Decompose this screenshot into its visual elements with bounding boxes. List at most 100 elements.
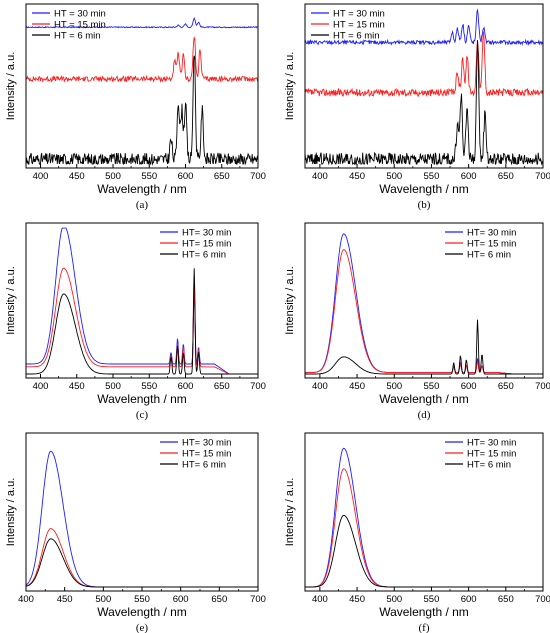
x-tick-label: 650 bbox=[498, 594, 514, 605]
series-line bbox=[305, 468, 543, 588]
x-tick-label: 650 bbox=[214, 171, 230, 182]
x-tick-label: 500 bbox=[386, 594, 402, 605]
series-line bbox=[26, 268, 258, 375]
x-axis-label: Wavelength / nm bbox=[97, 182, 187, 196]
x-tick-label: 400 bbox=[33, 171, 49, 182]
series-line bbox=[304, 31, 544, 98]
y-axis-label: Intensity / a.u. bbox=[5, 266, 17, 334]
legend-label: HT= 15 min bbox=[467, 239, 516, 250]
x-tick-label: 700 bbox=[535, 381, 550, 392]
y-axis-label: Intensity / a.u. bbox=[284, 478, 296, 546]
x-axis-label: Wavelength / nm bbox=[97, 392, 187, 406]
y-axis-label: Intensity / a.u. bbox=[284, 266, 296, 334]
x-tick-label: 450 bbox=[349, 381, 365, 392]
x-tick-label: 400 bbox=[33, 381, 49, 392]
panel-caption: (c) bbox=[136, 409, 149, 421]
legend-label: HT = 15 min bbox=[54, 20, 106, 31]
series-line bbox=[305, 249, 543, 375]
x-tick-label: 650 bbox=[498, 381, 514, 392]
chart-panel: 400 450 500 550 600 650 700 Wavelength / nm Inte… bbox=[5, 222, 266, 421]
x-axis-label: Wavelength / nm bbox=[97, 605, 187, 619]
x-tick-label: 700 bbox=[535, 594, 550, 605]
x-tick-label: 550 bbox=[134, 594, 150, 605]
x-axis-label: Wavelength / nm bbox=[379, 392, 469, 406]
chart-panel: 400 450 500 550 600 650 700 Wavelength / nm Inte… bbox=[5, 3, 266, 211]
panel-caption: (e) bbox=[136, 622, 149, 633]
legend-label: HT= 15 min bbox=[182, 449, 231, 460]
legend-label: HT = 15 min bbox=[333, 20, 385, 31]
series-line bbox=[25, 17, 259, 29]
legend-label: HT= 6 min bbox=[467, 250, 511, 261]
x-tick-label: 600 bbox=[178, 381, 194, 392]
x-axis-label: Wavelength / nm bbox=[379, 182, 469, 196]
panel-caption: (f) bbox=[419, 622, 430, 633]
chart-panel: 400 450 500 550 600 650 700 Wavelength / nm Inte… bbox=[284, 432, 550, 633]
plot-frame bbox=[25, 222, 259, 379]
x-tick-label: 400 bbox=[312, 171, 328, 182]
legend-label: HT = 6 min bbox=[54, 31, 101, 42]
legend-label: HT= 15 min bbox=[467, 449, 516, 460]
x-tick-label: 700 bbox=[535, 171, 550, 182]
x-tick-label: 450 bbox=[57, 594, 73, 605]
y-axis-label: Intensity / a.u. bbox=[284, 52, 296, 120]
series-line bbox=[304, 40, 544, 166]
legend-label: HT= 6 min bbox=[467, 460, 511, 471]
x-tick-label: 500 bbox=[95, 594, 111, 605]
series-line bbox=[25, 528, 258, 588]
x-tick-label: 600 bbox=[461, 171, 477, 182]
x-tick-label: 400 bbox=[312, 594, 328, 605]
x-tick-label: 550 bbox=[424, 594, 440, 605]
x-tick-label: 500 bbox=[386, 171, 402, 182]
legend-label: HT= 30 min bbox=[182, 228, 231, 239]
x-tick-label: 450 bbox=[69, 381, 85, 392]
x-tick-label: 500 bbox=[386, 381, 402, 392]
y-axis-label: Intensity / a.u. bbox=[5, 52, 17, 120]
x-tick-label: 450 bbox=[349, 171, 365, 182]
series-line bbox=[25, 55, 259, 166]
x-tick-label: 600 bbox=[461, 381, 477, 392]
legend-label: HT = 30 min bbox=[333, 9, 385, 20]
panel-caption: (b) bbox=[418, 199, 431, 211]
x-axis-label: Wavelength / nm bbox=[379, 605, 469, 619]
x-tick-label: 400 bbox=[18, 594, 34, 605]
x-tick-label: 650 bbox=[214, 381, 230, 392]
panel-caption: (d) bbox=[418, 409, 431, 421]
x-tick-label: 600 bbox=[178, 171, 194, 182]
x-tick-label: 400 bbox=[312, 381, 328, 392]
legend-label: HT = 30 min bbox=[54, 9, 106, 20]
x-tick-label: 500 bbox=[105, 381, 121, 392]
x-tick-label: 500 bbox=[105, 171, 121, 182]
x-tick-label: 550 bbox=[141, 171, 157, 182]
x-tick-label: 550 bbox=[141, 381, 157, 392]
series-line bbox=[25, 450, 258, 588]
x-tick-label: 550 bbox=[424, 171, 440, 182]
series-line bbox=[305, 319, 543, 375]
panel-caption: (a) bbox=[136, 199, 149, 211]
series-line bbox=[25, 35, 259, 84]
legend-label: HT= 30 min bbox=[467, 228, 516, 239]
plot-frame bbox=[304, 222, 544, 379]
x-tick-label: 450 bbox=[69, 171, 85, 182]
chart-panel: 400 450 500 550 600 650 700 Wavelength / nm Inte… bbox=[284, 3, 550, 211]
legend-label: HT= 30 min bbox=[467, 438, 516, 449]
x-tick-label: 650 bbox=[498, 171, 514, 182]
x-tick-label: 550 bbox=[424, 381, 440, 392]
x-tick-label: 600 bbox=[173, 594, 189, 605]
plot-frame bbox=[304, 432, 544, 592]
chart-panel: 400 450 500 550 600 650 700 Wavelength / nm Inte… bbox=[5, 432, 266, 633]
legend-label: HT= 6 min bbox=[182, 460, 226, 471]
legend-label: HT = 6 min bbox=[333, 31, 380, 42]
legend-label: HT= 6 min bbox=[182, 250, 226, 261]
x-tick-label: 650 bbox=[211, 594, 227, 605]
plot-frame bbox=[25, 3, 259, 169]
x-tick-label: 450 bbox=[349, 594, 365, 605]
series-line bbox=[304, 8, 544, 46]
x-tick-label: 700 bbox=[250, 594, 266, 605]
series-line bbox=[305, 515, 543, 588]
legend-label: HT= 15 min bbox=[182, 239, 231, 250]
series-line bbox=[26, 227, 258, 375]
x-tick-label: 700 bbox=[250, 171, 266, 182]
plot-frame bbox=[304, 3, 544, 169]
legend-label: HT= 30 min bbox=[182, 438, 231, 449]
